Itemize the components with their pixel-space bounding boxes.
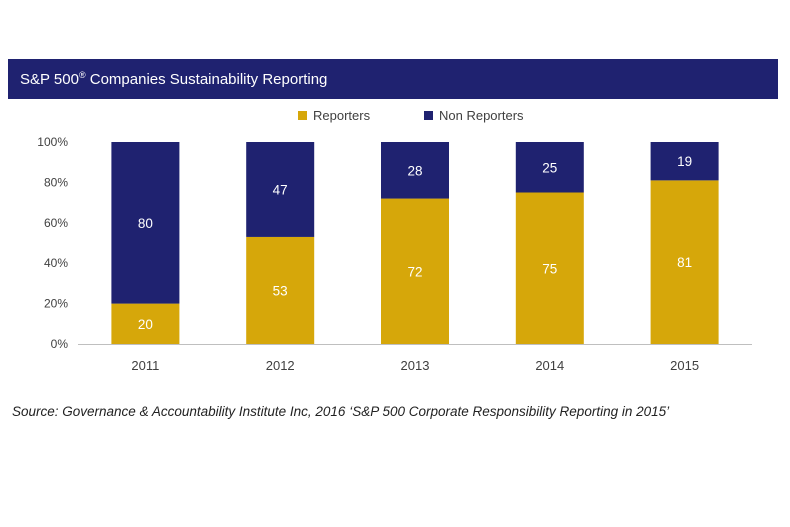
non-reporters-bar: [111, 142, 180, 304]
reporters-data-label: 20: [138, 317, 153, 332]
reporters-legend-label: Reporters: [313, 108, 371, 123]
y-tick-label: 100%: [37, 135, 68, 149]
non-reporters-bar: [515, 142, 584, 193]
x-tick-label: 2012: [266, 358, 295, 373]
y-tick-label: 40%: [44, 256, 68, 270]
reporters-data-label: 53: [273, 283, 288, 298]
non-reporters-data-label: 80: [138, 216, 153, 231]
chart-title: S&P 500® Companies Sustainability Report…: [20, 70, 328, 88]
non-reporters-data-label: 28: [407, 163, 422, 178]
reporters-data-label: 72: [407, 264, 422, 279]
reporters-bar: [381, 198, 449, 344]
y-tick-label: 60%: [44, 216, 68, 230]
non-reporters-legend-label: Non Reporters: [439, 108, 524, 123]
y-tick-label: 20%: [44, 297, 68, 311]
x-tick-label: 2013: [401, 358, 430, 373]
non-reporters-bar: [246, 142, 315, 237]
non-reporters-data-label: 25: [542, 160, 557, 175]
stacked-bar-chart: 0% 20% 40% 60% 80% 100% 20 80 2011 53 47 2012 72 28 20…: [37, 108, 752, 373]
reporters-bar: [111, 303, 180, 344]
non-reporters-legend-swatch: [424, 111, 433, 120]
reporters-bar: [515, 192, 584, 344]
non-reporters-bar: [650, 142, 719, 181]
non-reporters-bar: [381, 142, 449, 199]
reporters-bar: [650, 180, 719, 344]
source-note: Source: Governance & Accountability Inst…: [12, 404, 670, 419]
x-tick-label: 2011: [131, 358, 159, 373]
y-tick-label: 0%: [51, 337, 69, 351]
x-tick-label: 2014: [535, 358, 564, 373]
reporters-legend-swatch: [298, 111, 307, 120]
non-reporters-data-label: 19: [677, 154, 692, 169]
chart-title-bar: S&P 500® Companies Sustainability Report…: [8, 59, 778, 99]
reporters-data-label: 75: [542, 261, 557, 276]
reporters-bar: [246, 236, 315, 344]
reporters-data-label: 81: [677, 255, 692, 270]
x-tick-label: 2015: [670, 358, 699, 373]
non-reporters-data-label: 47: [273, 182, 288, 197]
y-tick-label: 80%: [44, 175, 68, 189]
